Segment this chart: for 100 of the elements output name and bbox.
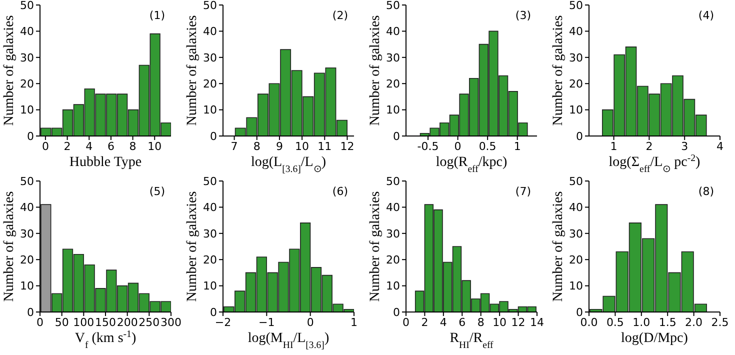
x-tick-label: 2 <box>646 140 653 153</box>
y-axis-title: Number of galaxies <box>2 191 17 302</box>
x-tick-label: 0 <box>36 316 44 329</box>
y-tick-label: 10 <box>569 280 583 293</box>
y-tick-label: 40 <box>20 201 34 214</box>
y-axis-title: Number of galaxies <box>2 15 17 126</box>
x-tick-label: 2.0 <box>685 316 703 329</box>
x-tick-label: 9 <box>276 140 283 153</box>
y-axis-title: Number of galaxies <box>368 191 383 302</box>
y-axis-title: Number of galaxies <box>368 15 383 126</box>
x-tick-label: 1 <box>610 140 618 153</box>
annotation: (6) <box>332 185 348 198</box>
x-axis-title: log(M$_{HI}$/L$_{[3.6]}$) <box>248 331 330 350</box>
x-tick-label: −2 <box>214 316 232 329</box>
y-tick-label: 40 <box>386 25 400 38</box>
x-tick-label: 0 <box>42 140 49 153</box>
x-tick-label: 4 <box>440 316 447 329</box>
annotation: (8) <box>698 185 714 198</box>
x-tick-label: 12 <box>511 316 526 329</box>
y-tick-label: 0 <box>393 130 400 143</box>
y-tick-label: 20 <box>20 254 34 267</box>
x-tick-label: 100 <box>73 316 94 329</box>
y-tick-label: 30 <box>569 51 583 64</box>
y-axis-title: Number of galaxies <box>185 15 200 126</box>
x-tick-label: -0.5 <box>417 140 439 153</box>
x-tick-label: 10 <box>492 316 507 329</box>
y-tick-label: 0 <box>210 306 217 319</box>
y-axis-title: Number of galaxies <box>551 15 566 126</box>
y-tick-label: 20 <box>569 78 583 91</box>
y-axis-title: Number of galaxies <box>185 191 200 302</box>
x-tick-label: 1.0 <box>632 316 650 329</box>
y-tick-label: 40 <box>203 201 217 214</box>
y-tick-label: 50 <box>569 174 583 188</box>
y-tick-label: 0 <box>27 306 34 319</box>
y-tick-label: 30 <box>203 51 217 64</box>
y-tick-label: 0 <box>210 130 217 143</box>
x-tick-label: 4 <box>716 140 724 153</box>
y-tick-label: 30 <box>203 227 217 240</box>
y-tick-label: 20 <box>203 254 217 267</box>
y-tick-label: 0 <box>576 130 583 143</box>
x-tick-label: 2.5 <box>711 316 729 329</box>
x-tick-label: 50 <box>54 316 69 329</box>
x-tick-label: 2 <box>421 316 428 329</box>
y-tick-label: 30 <box>569 227 583 240</box>
y-tick-label: 30 <box>386 227 400 240</box>
x-tick-label: 8 <box>253 140 260 153</box>
y-tick-label: 50 <box>203 174 217 188</box>
y-tick-label: 50 <box>569 0 583 12</box>
x-axis-title: Hubble Type <box>69 155 142 170</box>
y-tick-label: 40 <box>569 25 583 38</box>
x-tick-label: 10 <box>148 140 162 153</box>
y-tick-label: 40 <box>203 25 217 38</box>
x-tick-label: 3 <box>681 140 688 153</box>
y-tick-label: 10 <box>20 104 34 117</box>
y-tick-label: 10 <box>203 280 217 293</box>
y-tick-label: 20 <box>20 78 34 91</box>
x-tick-label: 1 <box>514 140 521 153</box>
x-tick-label: 4 <box>86 140 93 153</box>
x-tick-label: −1 <box>258 316 275 329</box>
annotation: (1) <box>149 9 165 22</box>
y-tick-label: 10 <box>203 104 217 117</box>
x-tick-label: 14 <box>530 316 544 329</box>
annotation: (3) <box>515 9 531 22</box>
x-tick-label: 7 <box>230 140 238 153</box>
x-tick-label: 150 <box>95 316 116 329</box>
y-tick-label: 40 <box>569 201 583 214</box>
y-tick-label: 20 <box>569 254 583 267</box>
y-tick-label: 40 <box>20 25 34 38</box>
annotation: (4) <box>698 9 714 22</box>
x-tick-label: 0 <box>402 316 410 329</box>
y-tick-label: 50 <box>386 174 400 188</box>
x-tick-label: 12 <box>340 140 354 153</box>
y-tick-label: 30 <box>386 51 400 64</box>
y-axis-title: Number of galaxies <box>551 191 566 302</box>
y-tick-label: 20 <box>386 254 400 267</box>
y-tick-label: 40 <box>386 201 400 214</box>
x-tick-label: 2 <box>64 140 71 153</box>
x-tick-label: 250 <box>138 316 160 329</box>
x-tick-label: 0 <box>454 140 462 153</box>
y-tick-label: 20 <box>386 78 400 91</box>
x-axis-title: R$_{HI}$/R$_{eff}$ <box>450 331 494 350</box>
y-tick-label: 30 <box>20 227 34 240</box>
x-tick-label: 0.5 <box>478 140 496 153</box>
y-tick-label: 10 <box>386 280 400 293</box>
x-tick-label: 1.5 <box>658 316 676 329</box>
x-axis-title: log(L$_{[3.6]}$/L$_{⊙}$) <box>250 155 326 174</box>
x-tick-label: 8 <box>477 316 484 329</box>
x-tick-label: 0.0 <box>580 316 598 329</box>
y-tick-label: 20 <box>203 78 217 91</box>
x-tick-label: 10 <box>295 140 310 153</box>
annotation: (2) <box>332 9 348 22</box>
y-tick-label: 50 <box>386 0 400 12</box>
x-tick-label: 0.5 <box>606 316 624 329</box>
x-axis-title: log(R$_{eff}$/kpc) <box>436 155 508 174</box>
y-tick-label: 50 <box>20 174 34 188</box>
y-tick-label: 10 <box>569 104 583 117</box>
x-axis-title: log(Σ$_{eff}$/L$_{⊙}$ pc$^{-2}$) <box>608 152 701 174</box>
x-axis-title: V$_{f}$ (km s$^{-1}$) <box>74 328 136 350</box>
annotation: (7) <box>515 185 531 198</box>
y-tick-label: 50 <box>203 0 217 12</box>
